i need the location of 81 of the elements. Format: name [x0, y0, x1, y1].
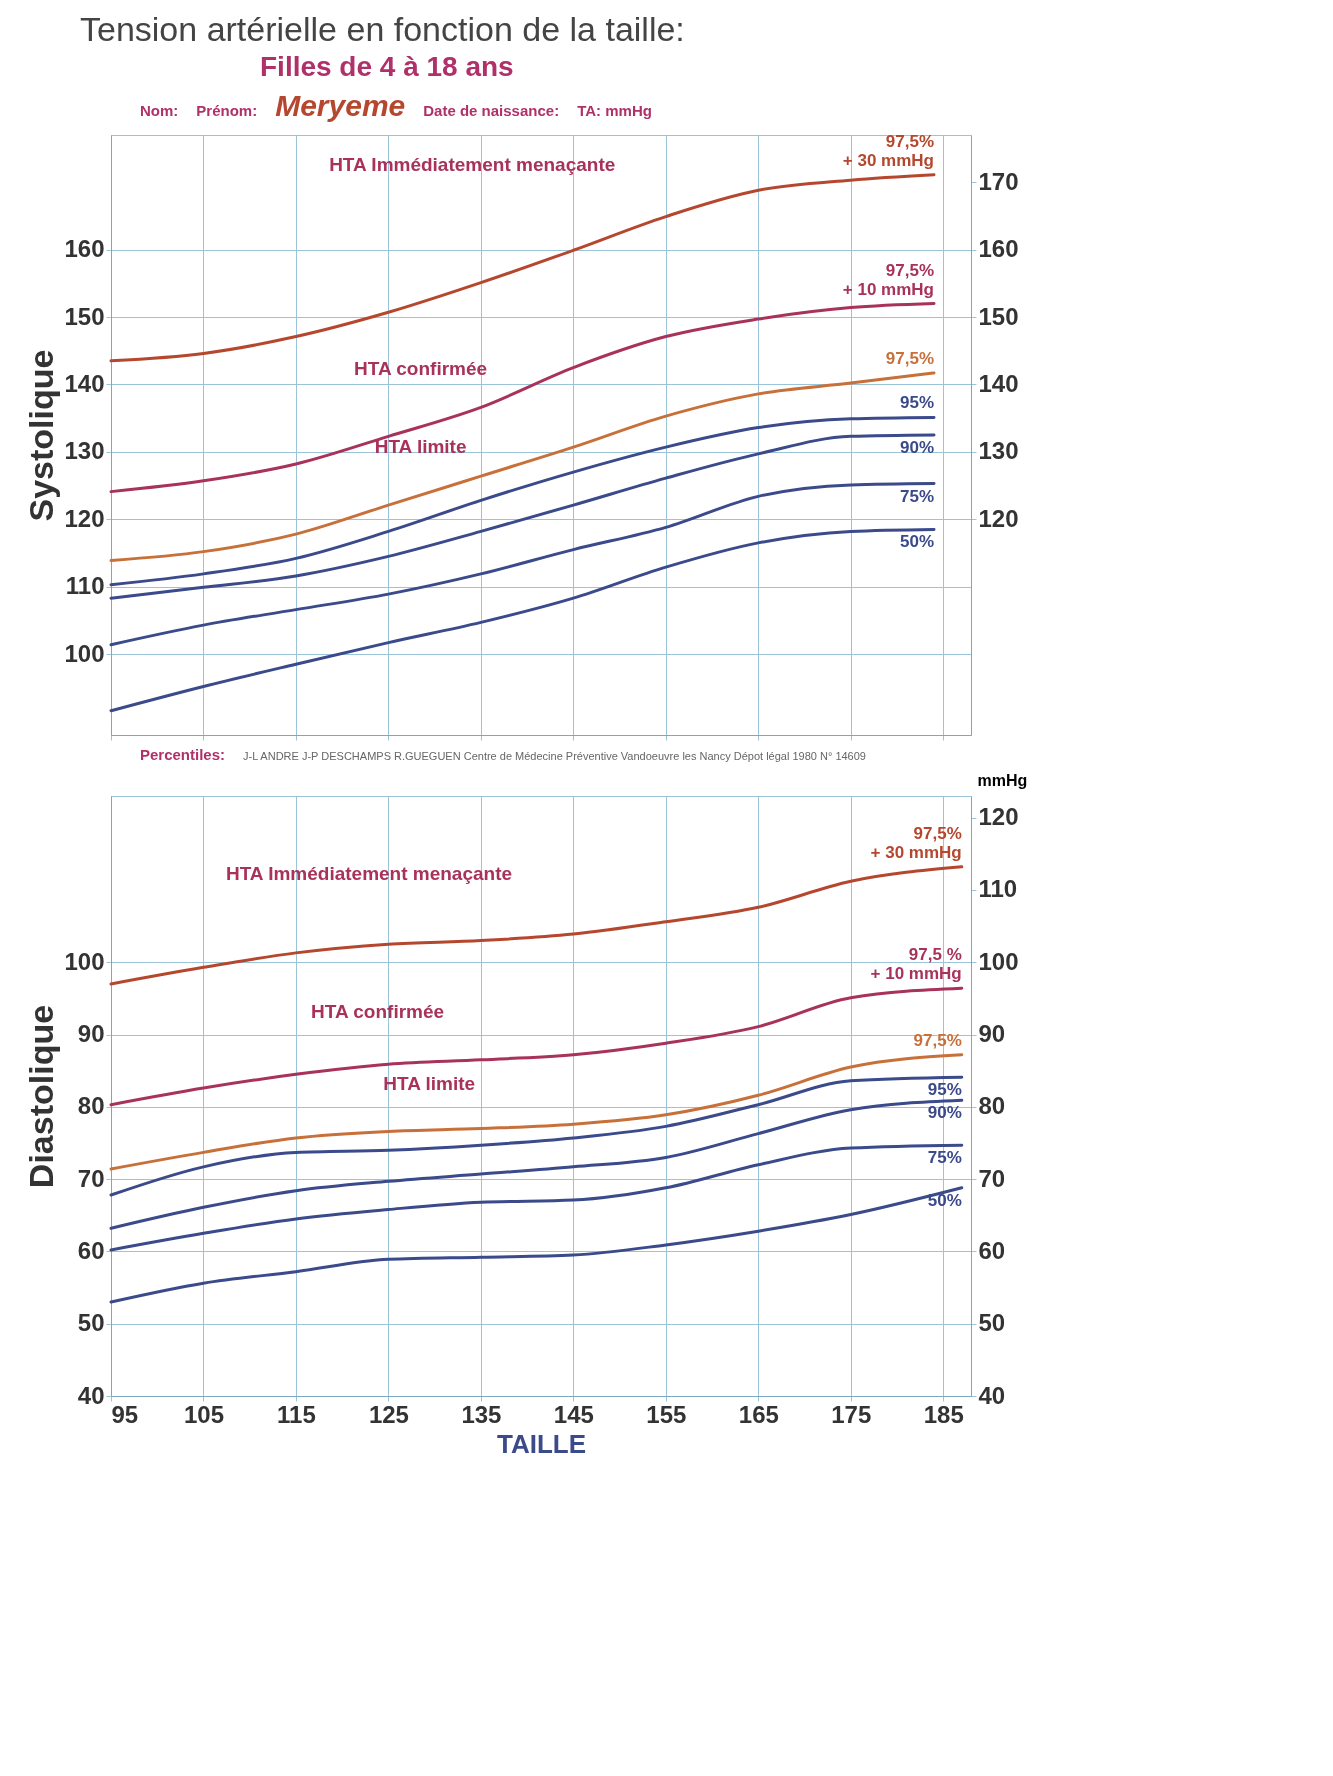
y-tick-label: 130 — [64, 437, 105, 465]
x-tick-label: 125 — [368, 1400, 409, 1428]
line-series — [109, 527, 936, 713]
line-series — [109, 865, 964, 986]
line-series — [109, 986, 964, 1107]
text: Prénom: — [196, 102, 258, 119]
line-series — [109, 482, 936, 647]
x-tick-label: 95 — [111, 1400, 139, 1428]
y2-tick-label: 40 — [978, 1381, 1006, 1409]
y-tick-label: 80 — [77, 1092, 105, 1120]
x-tick-label: 165 — [738, 1400, 779, 1428]
text: Meryeme — [275, 89, 406, 123]
line-series — [109, 433, 936, 600]
annotation: HTA confirmée — [354, 358, 488, 379]
series-label: 75% — [899, 486, 935, 506]
y-tick-label: 150 — [64, 302, 105, 330]
series-label: 97,5% — [885, 348, 935, 368]
series-label: 97,5% — [913, 1030, 962, 1050]
y-tick-label: 60 — [77, 1236, 105, 1264]
y2-tick-label: 50 — [978, 1309, 1006, 1337]
text: Percentiles: — [140, 746, 226, 763]
y2-tick-label: 60 — [978, 1236, 1006, 1264]
series-label: 97,5% + 10 mmHg — [842, 260, 935, 299]
y-tick-label: 160 — [64, 235, 105, 263]
annotation: HTA limite — [383, 1073, 476, 1094]
y2-axis-title: mmHg — [977, 771, 1028, 789]
y2-tick-label: 130 — [978, 437, 1019, 465]
series-label: 95% — [927, 1080, 962, 1100]
annotation: HTA Immédiatement menaçante — [329, 154, 616, 175]
line-series — [109, 415, 936, 587]
y2-tick-label: 140 — [978, 369, 1019, 397]
y2-tick-label: 100 — [978, 947, 1019, 975]
annotation: HTA limite — [374, 436, 467, 457]
x-tick-label: 145 — [553, 1400, 594, 1428]
series-label: 97,5% + 30 mmHg — [842, 131, 935, 170]
x-tick-label: 155 — [646, 1400, 687, 1428]
y-tick-label: 90 — [77, 1020, 105, 1048]
x-tick-label: 115 — [277, 1400, 316, 1428]
y2-tick-label: 110 — [978, 875, 1018, 903]
y-tick-label: 140 — [64, 369, 105, 397]
x-tick-label: 135 — [461, 1400, 502, 1428]
series-label: 50% — [899, 532, 935, 552]
y-axis-title: Systolique — [22, 349, 61, 522]
series-label: 90% — [927, 1103, 962, 1123]
text: TA: mmHg — [577, 102, 652, 119]
y2-tick-label: 170 — [978, 167, 1019, 195]
y-tick-label: 120 — [64, 504, 105, 532]
chart-subtitle: Filles de 4 à 18 ans — [260, 51, 515, 83]
annotation: HTA confirmée — [311, 1001, 445, 1022]
y2-tick-label: 90 — [978, 1020, 1006, 1048]
y2-tick-label: 120 — [978, 504, 1019, 532]
series-label: 97,5 % + 10 mmHg — [870, 945, 962, 984]
y-tick-label: 100 — [64, 947, 105, 975]
y2-tick-label: 160 — [978, 235, 1019, 263]
series-label: 75% — [927, 1148, 962, 1168]
line-series — [109, 1143, 964, 1252]
y2-tick-label: 120 — [978, 803, 1019, 831]
y-tick-label: 70 — [77, 1164, 105, 1192]
series-label: 97,5% + 30 mmHg — [870, 823, 962, 862]
y2-tick-label: 80 — [978, 1092, 1006, 1120]
line-series — [109, 1186, 964, 1304]
chart-title: Tension artérielle en fonction de la taille: — [80, 10, 686, 49]
text: J-L ANDRE J-P DESCHAMPS R.GUEGUEN Centre de Médecine Préventive Vandoeuvre les Nancy Dépot légal 1980 N° 14609 — [243, 750, 866, 762]
line-series — [109, 1098, 964, 1230]
y-tick-label: 40 — [77, 1381, 105, 1409]
y-tick-label: 110 — [65, 572, 105, 600]
x-axis-title: TAILLE — [496, 1428, 587, 1459]
text: Nom: — [140, 102, 179, 119]
y2-tick-label: 150 — [978, 302, 1019, 330]
annotation: HTA Immédiatement menaçante — [225, 863, 513, 884]
y-tick-label: 100 — [64, 639, 105, 667]
y-axis-title: Diastolique — [22, 1004, 61, 1189]
y2-tick-label: 70 — [978, 1164, 1006, 1192]
series-label: 95% — [899, 393, 935, 413]
x-tick-label: 185 — [923, 1400, 964, 1428]
series-label: 90% — [899, 438, 935, 457]
text: Date de naissance: — [423, 102, 560, 119]
x-tick-label: 175 — [831, 1400, 872, 1428]
line-series — [109, 1053, 964, 1171]
x-tick-label: 105 — [183, 1400, 224, 1428]
y-tick-label: 50 — [77, 1309, 105, 1337]
